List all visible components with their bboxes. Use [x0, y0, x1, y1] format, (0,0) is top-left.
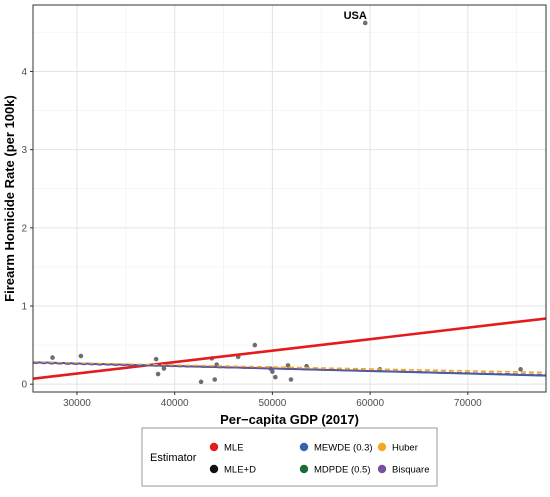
y-tick-label: 0: [21, 380, 27, 391]
annotation-label: USA: [344, 10, 367, 22]
y-axis-ticks: 0 1 2 3 4: [21, 67, 33, 391]
legend-label: Bisquare: [392, 465, 430, 476]
y-tick-label: 4: [21, 67, 27, 78]
legend-box: [141, 427, 438, 487]
legend-swatch: [209, 442, 219, 452]
x-axis-ticks: 30000 40000 50000 60000 70000: [63, 392, 482, 409]
annotations: USA: [344, 10, 367, 22]
legend-title: Estimator: [150, 452, 197, 464]
data-point: [78, 353, 84, 359]
grid-major: [33, 5, 546, 392]
data-point: [362, 20, 368, 26]
legend-swatch: [377, 464, 387, 474]
grid-minor: [33, 5, 546, 392]
x-tick-label: 30000: [63, 398, 91, 409]
y-axis-title: Firearm Homicide Rate (per 100k): [2, 95, 17, 302]
legend: Estimator MLE MLE+D MEWDE (0.3) MDPDE (0.5)…: [141, 427, 438, 487]
data-point: [50, 355, 55, 360]
data-point: [155, 371, 161, 377]
y-tick-label: 2: [21, 223, 27, 234]
fit-line-mle: [33, 317, 546, 381]
legend-label: MLE+D: [224, 465, 256, 476]
plot-panel: [32, 4, 547, 393]
legend-label: Huber: [392, 443, 418, 454]
data-point: [270, 369, 275, 374]
x-tick-label: 40000: [161, 398, 189, 409]
y-tick-label: 1: [21, 302, 27, 313]
legend-label: MLE: [224, 443, 244, 454]
data-point: [273, 374, 278, 380]
data-point: [161, 366, 167, 371]
legend-swatch: [299, 464, 309, 474]
data-point: [153, 356, 159, 362]
legend-swatch: [299, 442, 309, 452]
data-point: [252, 342, 258, 348]
x-axis-title: Per−capita GDP (2017): [220, 412, 359, 427]
legend-swatch: [377, 442, 387, 452]
data-point: [198, 379, 204, 385]
x-tick-label: 70000: [454, 398, 482, 409]
fit-line-bisquare: [33, 362, 546, 376]
data-point: [212, 377, 218, 382]
y-tick-label: 3: [21, 145, 27, 156]
legend-swatch: [209, 464, 219, 474]
x-tick-label: 60000: [356, 398, 384, 409]
data-point: [518, 367, 523, 372]
fit-lines: [33, 317, 546, 381]
plot-border: [32, 4, 547, 393]
data-point: [288, 377, 294, 382]
x-tick-label: 50000: [258, 398, 286, 409]
legend-label: MEWDE (0.3): [314, 443, 373, 454]
fit-line-huber: [33, 361, 546, 374]
legend-label: MDPDE (0.5): [314, 465, 370, 476]
